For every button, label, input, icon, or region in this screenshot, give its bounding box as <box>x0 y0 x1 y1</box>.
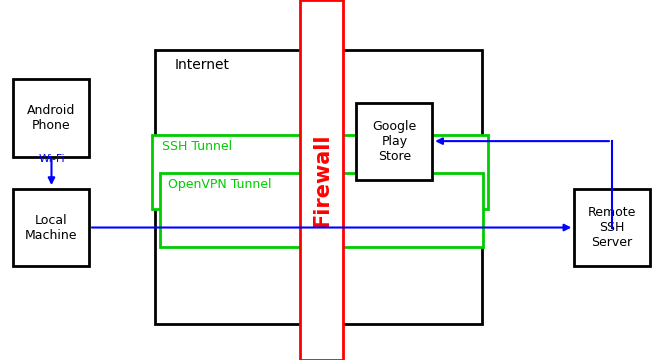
Text: OpenVPN Tunnel: OpenVPN Tunnel <box>168 178 272 191</box>
Bar <box>13 189 89 266</box>
Bar <box>155 50 482 324</box>
Bar <box>152 135 488 209</box>
Text: Firewall: Firewall <box>312 133 332 227</box>
Bar <box>13 79 89 157</box>
Bar <box>574 189 650 266</box>
Text: SSH Tunnel: SSH Tunnel <box>162 140 232 153</box>
Text: Internet: Internet <box>175 58 230 72</box>
Bar <box>300 0 343 360</box>
Text: Remote
SSH
Server: Remote SSH Server <box>588 206 636 249</box>
Text: Google
Play
Store: Google Play Store <box>372 120 416 163</box>
Text: Android
Phone: Android Phone <box>27 104 75 132</box>
Bar <box>356 103 432 180</box>
Bar <box>160 173 483 247</box>
Text: Wi-Fi: Wi-Fi <box>38 154 65 164</box>
Text: Local
Machine: Local Machine <box>25 214 77 242</box>
